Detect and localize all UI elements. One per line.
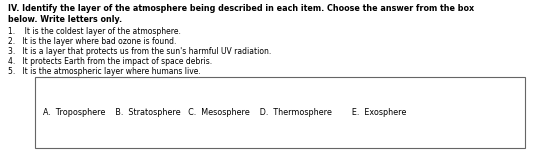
Text: 5.   It is the atmospheric layer where humans live.: 5. It is the atmospheric layer where hum… [8,67,201,76]
Text: 4.   It protects Earth from the impact of space debris.: 4. It protects Earth from the impact of … [8,57,212,66]
Text: 2.   It is the layer where bad ozone is found.: 2. It is the layer where bad ozone is fo… [8,37,177,46]
Text: A.  Troposphere    B.  Stratosphere   C.  Mesosphere    D.  Thermosphere        : A. Troposphere B. Stratosphere C. Mesosp… [43,108,407,117]
FancyBboxPatch shape [35,77,525,148]
Text: 3.   It is a layer that protects us from the sun's harmful UV radiation.: 3. It is a layer that protects us from t… [8,47,271,56]
Text: 1.    It is the coldest layer of the atmosphere.: 1. It is the coldest layer of the atmosp… [8,27,181,36]
Text: below. Write letters only.: below. Write letters only. [8,15,122,24]
Text: IV. Identify the layer of the atmosphere being described in each item. Choose th: IV. Identify the layer of the atmosphere… [8,4,474,13]
